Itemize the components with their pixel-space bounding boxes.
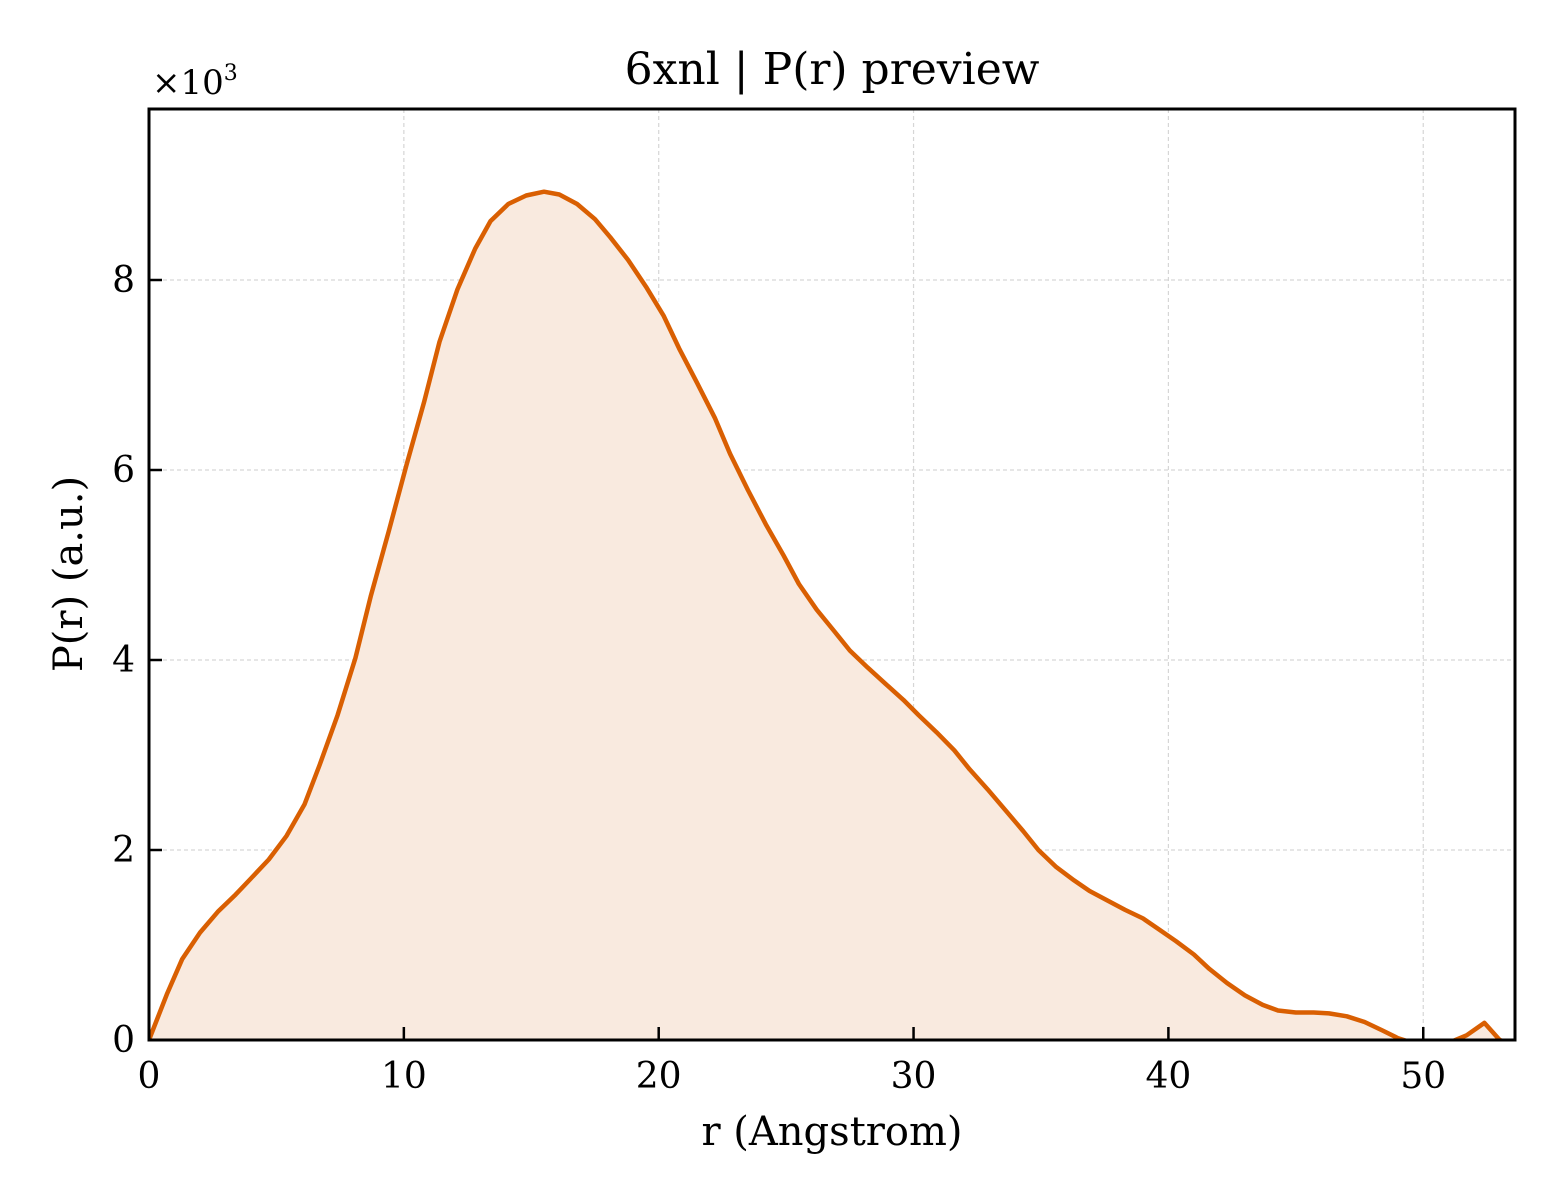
x-axis-label: r (Angstrom) xyxy=(701,1109,962,1155)
pr-area-fill xyxy=(149,191,1515,1040)
axis-ticks: 0 10 20 30 40 50 0 2 4 6 8 xyxy=(112,260,1446,1097)
y-tick-label-1: 2 xyxy=(112,830,135,871)
x-tick-label-0: 0 xyxy=(138,1056,161,1097)
x-tick-label-5: 50 xyxy=(1400,1056,1446,1097)
plot-frame xyxy=(147,107,1517,1042)
y-multiplier-exponent: 3 xyxy=(224,61,238,86)
x-tick-label-3: 30 xyxy=(891,1056,937,1097)
x-tick-label-2: 20 xyxy=(636,1056,682,1097)
x-tick-label-1: 10 xyxy=(381,1056,427,1097)
y-tick-label-2: 4 xyxy=(112,640,135,681)
chart-title: 6xnl | P(r) preview xyxy=(625,44,1040,95)
y-tick-label-0: 0 xyxy=(112,1020,135,1061)
x-tick-label-4: 40 xyxy=(1145,1056,1191,1097)
y-multiplier-label: ×103 xyxy=(152,61,238,103)
y-axis-label: P(r) (a.u.) xyxy=(46,476,92,672)
pr-series-line xyxy=(149,189,1508,1040)
y-tick-label-3: 6 xyxy=(112,450,135,491)
y-tick-label-4: 8 xyxy=(112,260,135,301)
y-multiplier-base: ×10 xyxy=(152,63,224,103)
